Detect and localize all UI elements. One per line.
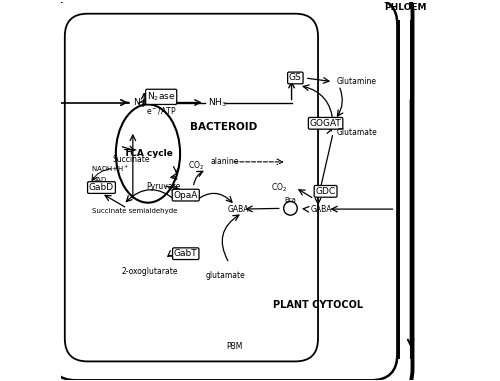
Text: 2-oxoglutarate: 2-oxoglutarate (122, 267, 178, 276)
Text: TCA cycle: TCA cycle (124, 149, 172, 158)
Text: N$_2$ase: N$_2$ase (147, 91, 176, 103)
Text: GS: GS (289, 74, 302, 82)
Text: Bra: Bra (284, 197, 296, 203)
FancyBboxPatch shape (50, 0, 398, 380)
Text: NADH+H$^+$: NADH+H$^+$ (92, 163, 130, 174)
Text: PHLOEM: PHLOEM (384, 3, 426, 12)
Text: CO$_2$: CO$_2$ (188, 160, 204, 172)
Text: alanine: alanine (210, 157, 238, 166)
Text: GOGAT: GOGAT (310, 119, 342, 128)
Text: GDC: GDC (316, 187, 336, 196)
Text: N$_2$: N$_2$ (133, 96, 145, 109)
Text: OpaA: OpaA (174, 190, 198, 200)
Text: GabT: GabT (174, 249, 198, 258)
Text: CO$_2$: CO$_2$ (272, 181, 288, 194)
FancyBboxPatch shape (65, 14, 318, 362)
FancyBboxPatch shape (34, 0, 412, 381)
Text: PBM: PBM (226, 342, 243, 351)
Text: e$^-$/ATP: e$^-$/ATP (146, 104, 176, 115)
Text: glutamate: glutamate (206, 271, 246, 280)
Text: GabD: GabD (89, 183, 114, 192)
Text: GABA: GABA (228, 205, 249, 214)
Text: Succinate semialdehyde: Succinate semialdehyde (92, 208, 178, 215)
Text: Glutamate: Glutamate (337, 128, 378, 137)
Text: PLANT CYTOCOL: PLANT CYTOCOL (273, 300, 363, 310)
Text: GABA: GABA (310, 205, 332, 214)
Text: NAD: NAD (92, 177, 106, 183)
Text: Succinate: Succinate (112, 155, 150, 165)
Text: Pyruvate: Pyruvate (146, 182, 180, 191)
Text: Glutamine: Glutamine (337, 77, 377, 86)
Text: BACTEROID: BACTEROID (190, 122, 257, 132)
Circle shape (284, 202, 297, 215)
Text: NH$_3$: NH$_3$ (208, 96, 227, 109)
Ellipse shape (116, 104, 180, 203)
